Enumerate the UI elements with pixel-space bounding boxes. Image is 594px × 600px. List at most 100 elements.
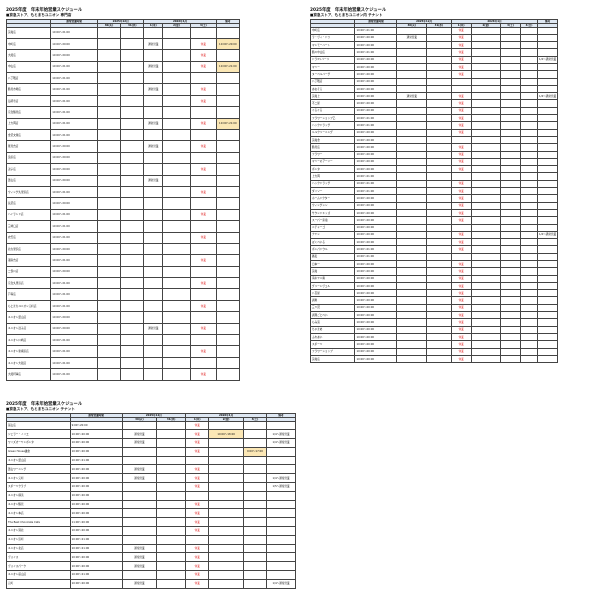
schedule-cell: [121, 446, 158, 457]
schedule-cell: 休業: [190, 185, 217, 199]
note-cell: [537, 172, 558, 181]
schedule-cell: [426, 340, 452, 349]
store-name: ユニオン萩山店: [6, 570, 71, 580]
schedule-cell: [242, 534, 268, 545]
sheet-subtitle: ■京急ストア、もとまちユニオン 専門店: [6, 13, 72, 17]
schedule-cell: [121, 420, 158, 431]
schedule-cell: 通常営業: [143, 117, 164, 131]
schedule-cell: [143, 311, 164, 324]
schedule-cell: 休業: [185, 543, 210, 554]
table-row: ユニオン新横浜店 10:00〜21:00 休業: [5, 345, 241, 358]
table-row: スポーツクラブ 10:00〜20:00 休業 1/5〜通常営業: [6, 482, 296, 492]
schedule-cell: [470, 121, 502, 130]
schedule-cell: [470, 216, 502, 225]
schedule-cell: [470, 208, 502, 218]
schedule-cell: [426, 267, 452, 276]
schedule-cell: [500, 194, 521, 203]
schedule-cell: [470, 128, 502, 137]
store-name: 京急鶴見店: [5, 106, 52, 119]
schedule-cell: 休業: [185, 482, 210, 492]
schedule-cell: [215, 265, 241, 279]
schedule-cell: [426, 150, 452, 159]
store-name: もみ兎: [309, 318, 356, 327]
regular-hours: 10:00〜21:00: [50, 60, 98, 74]
schedule-cell: [470, 267, 502, 276]
store-name: 中町店: [309, 26, 356, 35]
note-cell: [537, 48, 558, 57]
note-cell: [537, 252, 558, 262]
schedule-cell: [450, 252, 472, 262]
schedule-cell: [208, 578, 244, 589]
schedule-cell: 休業: [450, 274, 472, 283]
schedule-cell: [470, 318, 502, 327]
note-cell: [537, 274, 558, 283]
schedule-cell: 休業: [185, 570, 210, 580]
table-row: ユニオン本店 10:00〜20:00 休業: [6, 508, 296, 519]
store-name: マミー: [309, 62, 356, 72]
schedule-cell: [500, 92, 521, 101]
schedule-cell: [215, 151, 241, 165]
schedule-cell: [470, 165, 502, 174]
schedule-cell: [190, 242, 217, 256]
schedule-cell: [500, 33, 521, 43]
schedule-cell: [470, 194, 502, 203]
schedule-cell: [242, 482, 268, 492]
schedule-cell: [162, 242, 192, 256]
schedule-cell: 休業: [190, 322, 217, 336]
note-cell: [537, 114, 558, 123]
schedule-cell: [470, 340, 502, 349]
schedule-cell: [519, 245, 539, 254]
schedule-cell: 休業: [450, 289, 472, 298]
schedule-cell: [242, 455, 268, 466]
regular-hours: 10:00〜20:00: [69, 526, 123, 536]
table-row: 追浜店 10:00〜20:00: [5, 151, 241, 165]
note-cell: [537, 325, 558, 334]
regular-hours: 10:00〜21:00: [50, 334, 98, 347]
store-name: Green House鎌倉: [6, 446, 71, 457]
table-row: ユニオン逗子店 10:00〜20:00 通常営業 休業: [5, 322, 241, 336]
store-name: サウンドキッズ: [309, 208, 356, 218]
schedule-cell: [426, 354, 452, 364]
schedule-cell: [470, 179, 502, 189]
schedule-cell: [156, 517, 187, 528]
store-name: ぐるぐる: [309, 106, 356, 116]
schedule-cell: [396, 179, 428, 189]
regular-hours: 10:00〜21:00: [50, 26, 98, 39]
schedule-cell: [121, 517, 158, 528]
regular-hours: 10:00〜20:00: [69, 446, 123, 457]
schedule-cell: [519, 347, 539, 356]
store-name: ルルクリーニング: [309, 128, 356, 137]
schedule-cell: [500, 259, 521, 269]
store-name: ホームドクター: [309, 194, 356, 203]
regular-hours: 10:00〜20:00: [354, 84, 398, 94]
schedule-cell: [96, 242, 122, 256]
schedule-cell: [143, 334, 164, 347]
schedule-cell: [500, 289, 521, 298]
schedule-cell: [519, 143, 539, 152]
schedule-cell: [156, 482, 187, 492]
table-row: 弘明寺店 10:00〜21:00 休業: [5, 94, 241, 108]
schedule-cell: [519, 92, 539, 101]
regular-hours: 10:00〜20:00: [354, 340, 398, 349]
schedule-cell: [470, 70, 502, 79]
store-name: 大船軒事店: [5, 368, 52, 381]
schedule-cell: [120, 288, 145, 301]
note-cell: [537, 135, 558, 145]
schedule-cell: [156, 490, 187, 501]
schedule-cell: [426, 55, 452, 65]
schedule-cell: [156, 578, 187, 589]
regular-hours: 10:00〜20:00: [354, 33, 398, 43]
schedule-cell: [500, 187, 521, 196]
store-name: ハックドラッグ: [309, 121, 356, 130]
store-name: 追浜店: [5, 151, 52, 165]
schedule-cell: [500, 296, 521, 305]
schedule-cell: [519, 194, 539, 203]
schedule-cell: [426, 303, 452, 313]
schedule-cell: [519, 340, 539, 349]
schedule-cell: [500, 84, 521, 94]
store-name: 二俣川店: [5, 265, 52, 279]
schedule-cell: [121, 526, 158, 536]
schedule-cell: 休業: [450, 157, 472, 167]
schedule-cell: [500, 135, 521, 145]
schedule-cell: [143, 265, 164, 279]
